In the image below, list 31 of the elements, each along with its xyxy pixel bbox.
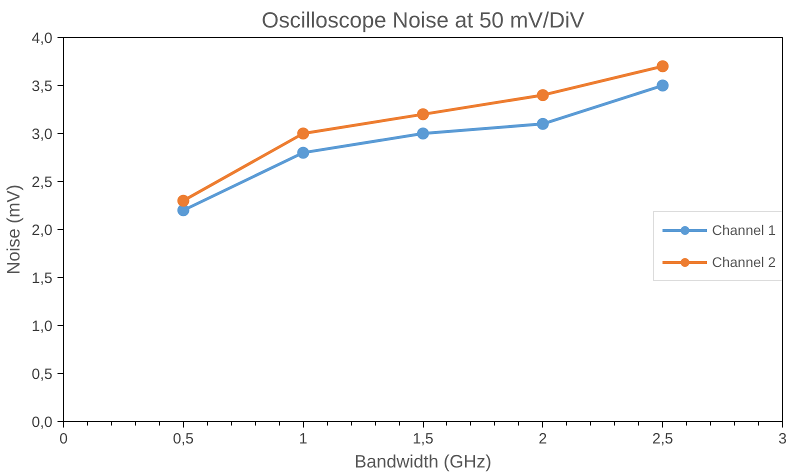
y-tick-label: 4,0 bbox=[32, 30, 53, 47]
point bbox=[297, 146, 310, 159]
point bbox=[417, 128, 429, 140]
y-tick-label: 1,0 bbox=[32, 318, 53, 335]
y-tick-label: 0,5 bbox=[32, 366, 53, 383]
legend-label: Channel 1 bbox=[712, 222, 776, 238]
point bbox=[417, 108, 429, 120]
x-tick-label: 0,5 bbox=[172, 430, 194, 448]
legend-label: Channel 2 bbox=[712, 254, 776, 270]
y-tick-label: 1,5 bbox=[32, 270, 53, 287]
point bbox=[177, 204, 190, 216]
y-axis-title: Noise (mV) bbox=[4, 184, 24, 275]
chart-title: Oscilloscope Noise at 50 mV/DiV bbox=[262, 8, 585, 32]
x-tick-label: 0 bbox=[59, 430, 68, 448]
point bbox=[177, 194, 190, 207]
y-tick-label: 2,5 bbox=[32, 174, 53, 191]
x-tick-label: 2,5 bbox=[652, 430, 674, 448]
point bbox=[536, 89, 549, 102]
point bbox=[656, 60, 669, 72]
point bbox=[536, 118, 549, 130]
y-tick-label: 0,0 bbox=[32, 414, 53, 431]
y-tick-label: 3,0 bbox=[32, 126, 53, 143]
point bbox=[297, 128, 310, 140]
x-tick-label: 1 bbox=[298, 430, 308, 448]
x-tick-label: 2 bbox=[538, 430, 548, 448]
x-tick-label: 1,5 bbox=[412, 430, 434, 448]
x-axis-title: Bandwidth (GHz) bbox=[354, 452, 492, 472]
point bbox=[656, 80, 669, 92]
y-tick-label: 2,0 bbox=[32, 222, 53, 239]
x-tick-label: 3 bbox=[778, 430, 787, 448]
y-tick-label: 3,5 bbox=[32, 78, 53, 95]
